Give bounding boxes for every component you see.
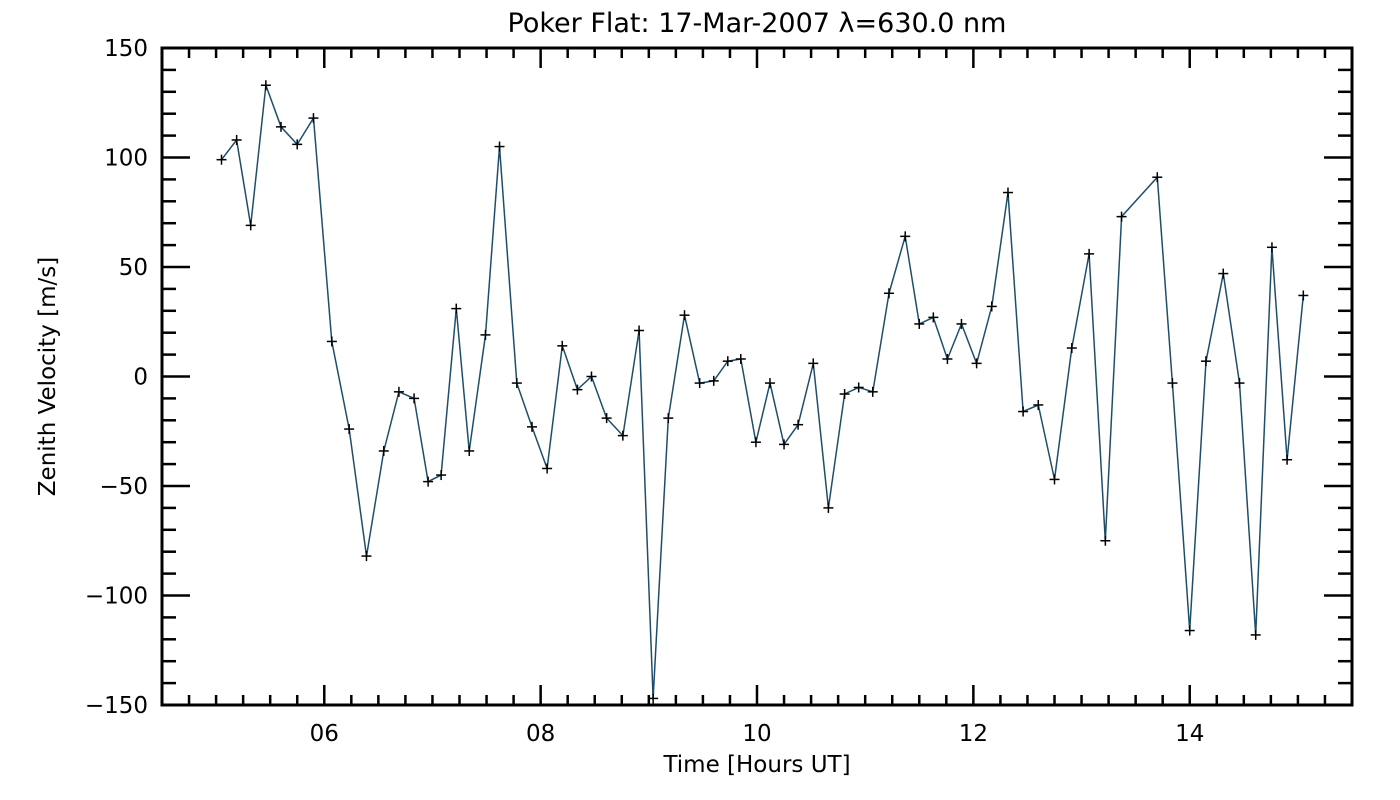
data-point: [853, 382, 864, 393]
data-point: [231, 134, 242, 145]
data-point: [292, 139, 303, 150]
y-axis-title: Zenith Velocity [m/s]: [35, 257, 61, 496]
data-point: [1116, 211, 1127, 222]
data-point: [883, 288, 894, 299]
data-point: [708, 375, 719, 386]
data-point: [750, 437, 761, 448]
data-point: [361, 551, 372, 562]
y-tick-label: −150: [85, 693, 148, 719]
data-point: [986, 301, 997, 312]
data-point: [663, 413, 674, 424]
data-point: [480, 329, 491, 340]
data-point: [735, 353, 746, 364]
data-point: [694, 378, 705, 389]
data-point: [436, 470, 447, 481]
y-tick-label: 0: [133, 365, 148, 391]
data-point: [679, 310, 690, 321]
data-point: [586, 371, 597, 382]
x-tick-label: 10: [742, 721, 771, 747]
data-point: [494, 141, 505, 152]
data-point: [526, 421, 537, 432]
data-point: [722, 356, 733, 367]
data-point: [393, 386, 404, 397]
data-point: [808, 358, 819, 369]
data-point: [245, 220, 256, 231]
data-point: [648, 693, 659, 704]
chart-title: Poker Flat: 17-Mar-2007 λ=630.0 nm: [508, 8, 1007, 39]
data-point: [1298, 290, 1309, 301]
data-point: [764, 378, 775, 389]
data-point: [464, 445, 475, 456]
data-point: [378, 445, 389, 456]
data-point: [914, 318, 925, 329]
data-point: [793, 419, 804, 430]
data-point: [1084, 248, 1095, 259]
data-series: [216, 80, 1309, 704]
data-point: [557, 340, 568, 351]
data-point: [1184, 625, 1195, 636]
series-line: [220, 84, 1305, 699]
data-point: [326, 336, 337, 347]
data-point: [1200, 356, 1211, 367]
data-point: [956, 318, 967, 329]
data-point: [1234, 378, 1245, 389]
data-point: [1066, 343, 1077, 354]
data-point: [1250, 629, 1261, 640]
x-tick-label: 12: [959, 721, 988, 747]
data-point: [216, 154, 227, 165]
data-point: [928, 312, 939, 323]
data-point: [1100, 535, 1111, 546]
data-point: [542, 463, 553, 474]
y-tick-label: 50: [119, 255, 148, 281]
data-point: [1002, 187, 1013, 198]
data-point: [1033, 399, 1044, 410]
data-point: [423, 476, 434, 487]
data-point: [511, 378, 522, 389]
data-point: [1018, 406, 1029, 417]
data-point: [900, 231, 911, 242]
data-point: [1282, 454, 1293, 465]
data-point: [344, 424, 355, 435]
data-point: [1218, 268, 1229, 279]
y-tick-label: 100: [104, 146, 148, 172]
data-point: [634, 325, 645, 336]
data-point: [867, 386, 878, 397]
data-point: [451, 303, 462, 314]
data-point: [601, 413, 612, 424]
data-point: [409, 393, 420, 404]
data-point: [276, 121, 286, 132]
data-point: [1049, 474, 1060, 485]
data-point: [1266, 242, 1277, 253]
data-point: [779, 439, 790, 450]
x-tick-label: 06: [310, 721, 339, 747]
y-tick-label: 150: [104, 36, 148, 62]
data-point: [308, 113, 319, 124]
data-point: [971, 358, 982, 369]
y-tick-label: −50: [99, 474, 148, 500]
data-point: [617, 430, 628, 441]
data-point: [823, 502, 834, 513]
y-tick-label: −100: [85, 584, 148, 610]
x-tick-label: 14: [1175, 721, 1204, 747]
data-point: [839, 389, 850, 400]
x-axis-title: Time [Hours UT]: [662, 752, 850, 778]
data-point: [942, 353, 953, 364]
data-point: [1152, 172, 1163, 183]
data-point: [572, 384, 583, 395]
axes: 06 08 10 12 14 −150 −100 −50 0 50 100 150: [85, 36, 1354, 747]
data-point: [260, 80, 271, 91]
x-tick-label: 08: [526, 721, 555, 747]
data-point: [1167, 378, 1178, 389]
